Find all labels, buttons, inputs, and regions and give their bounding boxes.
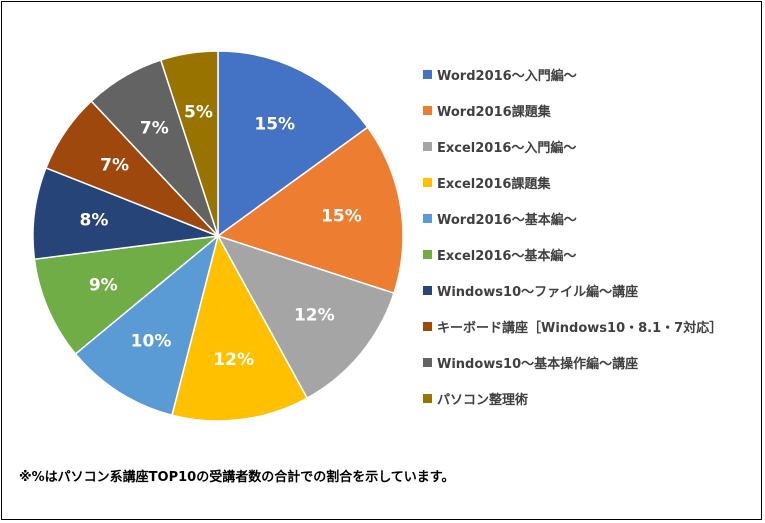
pie-value-label-9: 7% [140, 118, 169, 138]
pie-value-label-10: 5% [184, 103, 213, 123]
legend-label-10: パソコン整理術 [437, 392, 529, 408]
legend-swatch-1 [423, 69, 432, 79]
pie-value-label-2: 15% [321, 206, 362, 226]
legend-swatch-9 [423, 357, 432, 367]
pie-slice-10 [159, 50, 219, 237]
legend-item-7: Windows10～ファイル編～講座 [423, 272, 763, 308]
legend-item-5: Word2016～基本編～ [423, 200, 763, 236]
pie-value-label-8: 7% [100, 156, 129, 176]
legend-label-7: Windows10～ファイル編～講座 [437, 284, 639, 300]
pie-value-label-7: 8% [80, 210, 109, 230]
legend-swatch-3 [423, 141, 432, 151]
legend-label-9: Windows10～基本操作編～講座 [437, 356, 639, 372]
pie-value-label-5: 10% [131, 332, 172, 352]
legend-label-6: Excel2016～基本編～ [437, 248, 577, 264]
pie-slice-4 [171, 233, 309, 422]
pie-value-label-3: 12% [294, 306, 335, 326]
legend-swatch-6 [423, 249, 432, 259]
pie-slice-6 [33, 234, 221, 355]
legend-swatch-10 [423, 393, 432, 403]
pie-slice-3 [216, 234, 395, 400]
legend-item-1: Word2016～入門編～ [423, 56, 763, 92]
pie-slice-5 [74, 233, 220, 417]
pie-value-labels: 15% 15% 12% 12% 10% 9% 8% 7% 7% 5% [80, 103, 362, 370]
legend-label-5: Word2016～基本編～ [437, 212, 577, 228]
legend-item-2: Word2016課題集 [423, 92, 763, 128]
legend-label-1: Word2016～入門編～ [437, 68, 577, 84]
legend-swatch-8 [423, 321, 432, 331]
pie-slice-2 [216, 126, 404, 295]
legend-item-4: Excel2016課題集 [423, 164, 763, 200]
pie-value-label-4: 12% [213, 350, 254, 370]
legend-swatch-7 [423, 285, 432, 295]
legend-label-8: キーボード講座［Windows10・8.1・7対応］ [437, 320, 723, 336]
legend-label-4: Excel2016課題集 [437, 176, 551, 192]
pie-chart: 15% 15% 12% 12% 10% 9% 8% 7% 7% 5% [32, 50, 404, 422]
pie-value-label-6: 9% [89, 276, 118, 296]
legend-swatch-5 [423, 213, 432, 223]
legend-item-6: Excel2016～基本編～ [423, 236, 763, 272]
pie-value-label-1: 15% [254, 115, 295, 135]
legend-label-3: Excel2016～入門編～ [437, 140, 577, 156]
pie-slice-7 [32, 166, 219, 261]
legend: Word2016～入門編～ Word2016課題集 Excel2016～入門編～ Ex… [423, 56, 763, 416]
legend-item-9: Windows10～基本操作編～講座 [423, 344, 763, 380]
legend-item-8: キーボード講座［Windows10・8.1・7対応］ [423, 308, 763, 344]
legend-swatch-4 [423, 177, 432, 187]
legend-swatch-2 [423, 105, 432, 115]
pie-slices [32, 50, 404, 422]
legend-label-2: Word2016課題集 [437, 104, 551, 120]
legend-item-3: Excel2016～入門編～ [423, 128, 763, 164]
legend-item-10: パソコン整理術 [423, 380, 763, 416]
footnote: ※%はパソコン系講座TOP10の受講者数の合計での割合を示しています。 [19, 470, 455, 485]
pie-slice-1 [217, 50, 369, 238]
